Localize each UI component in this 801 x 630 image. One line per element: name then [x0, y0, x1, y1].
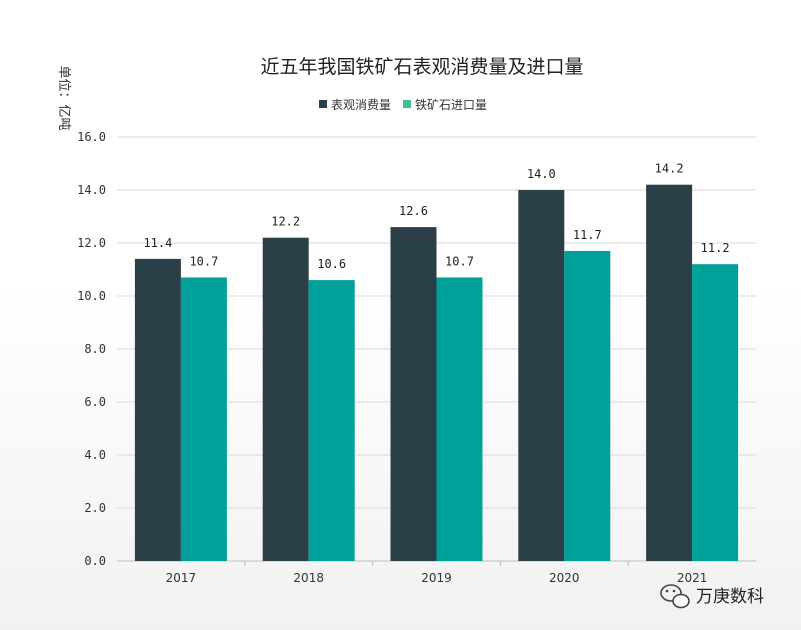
bar-2018-consumption: [262, 237, 309, 561]
data-labels: 11.4 10.7 12.2 10.6 12.6 10.7 14.0 11.7 14.2 11.2: [143, 162, 729, 271]
y-tick-label: 8.0: [84, 342, 106, 356]
y-tick-label: 4.0: [84, 448, 106, 462]
legend-label-import: 铁矿石进口量: [415, 98, 487, 112]
bar-2021-consumption: [646, 184, 693, 561]
legend-swatch-import: [403, 100, 411, 108]
data-label: 11.2: [701, 241, 730, 255]
bar-2020-consumption: [518, 190, 565, 561]
y-axis-ticks: 0.0 2.0 4.0 6.0 8.0 10.0 12.0 14.0 16.0: [77, 130, 106, 568]
watermark: 万庚数科: [660, 584, 764, 609]
bar-2019-consumption: [390, 227, 437, 561]
bar-2017-consumption: [134, 258, 181, 561]
watermark-text: 万庚数科: [696, 587, 764, 607]
data-label: 14.2: [655, 162, 684, 176]
legend: 表观消费量 铁矿石进口量: [319, 98, 487, 112]
bar-2019-import: [436, 277, 483, 561]
bar-2018-import: [308, 280, 355, 561]
x-tick-label: 2018: [293, 571, 324, 585]
x-tick-label: 2017: [166, 571, 197, 585]
data-label: 12.6: [399, 204, 428, 218]
data-label: 12.2: [271, 215, 300, 229]
y-tick-label: 12.0: [77, 236, 106, 250]
x-tick-label: 2019: [421, 571, 452, 585]
y-tick-label: 14.0: [77, 183, 106, 197]
bar-2021-import: [692, 264, 739, 561]
data-label: 10.6: [317, 257, 346, 271]
data-label: 14.0: [527, 167, 556, 181]
bar-2020-import: [564, 250, 611, 561]
bars: [134, 184, 739, 561]
data-label: 10.7: [189, 254, 218, 268]
data-label: 10.7: [445, 254, 474, 268]
y-tick-label: 10.0: [77, 289, 106, 303]
data-label: 11.7: [573, 228, 602, 242]
data-label: 11.4: [143, 236, 172, 250]
x-tick-label: 2020: [549, 571, 580, 585]
y-tick-label: 0.0: [84, 554, 106, 568]
wechat-icon: [660, 584, 690, 609]
chart-title: 近五年我国铁矿石表观消费量及进口量: [260, 56, 583, 78]
y-axis-label: 单位：亿吨: [56, 65, 71, 130]
x-tick-label: 2021: [677, 571, 708, 585]
legend-swatch-consumption: [319, 100, 327, 108]
bar-2017-import: [180, 277, 227, 561]
legend-label-consumption: 表观消费量: [331, 98, 391, 112]
y-tick-label: 16.0: [77, 130, 106, 144]
x-axis-ticks: 2017 2018 2019 2020 2021: [166, 571, 708, 585]
y-tick-label: 2.0: [84, 501, 106, 515]
y-tick-label: 6.0: [84, 395, 106, 409]
